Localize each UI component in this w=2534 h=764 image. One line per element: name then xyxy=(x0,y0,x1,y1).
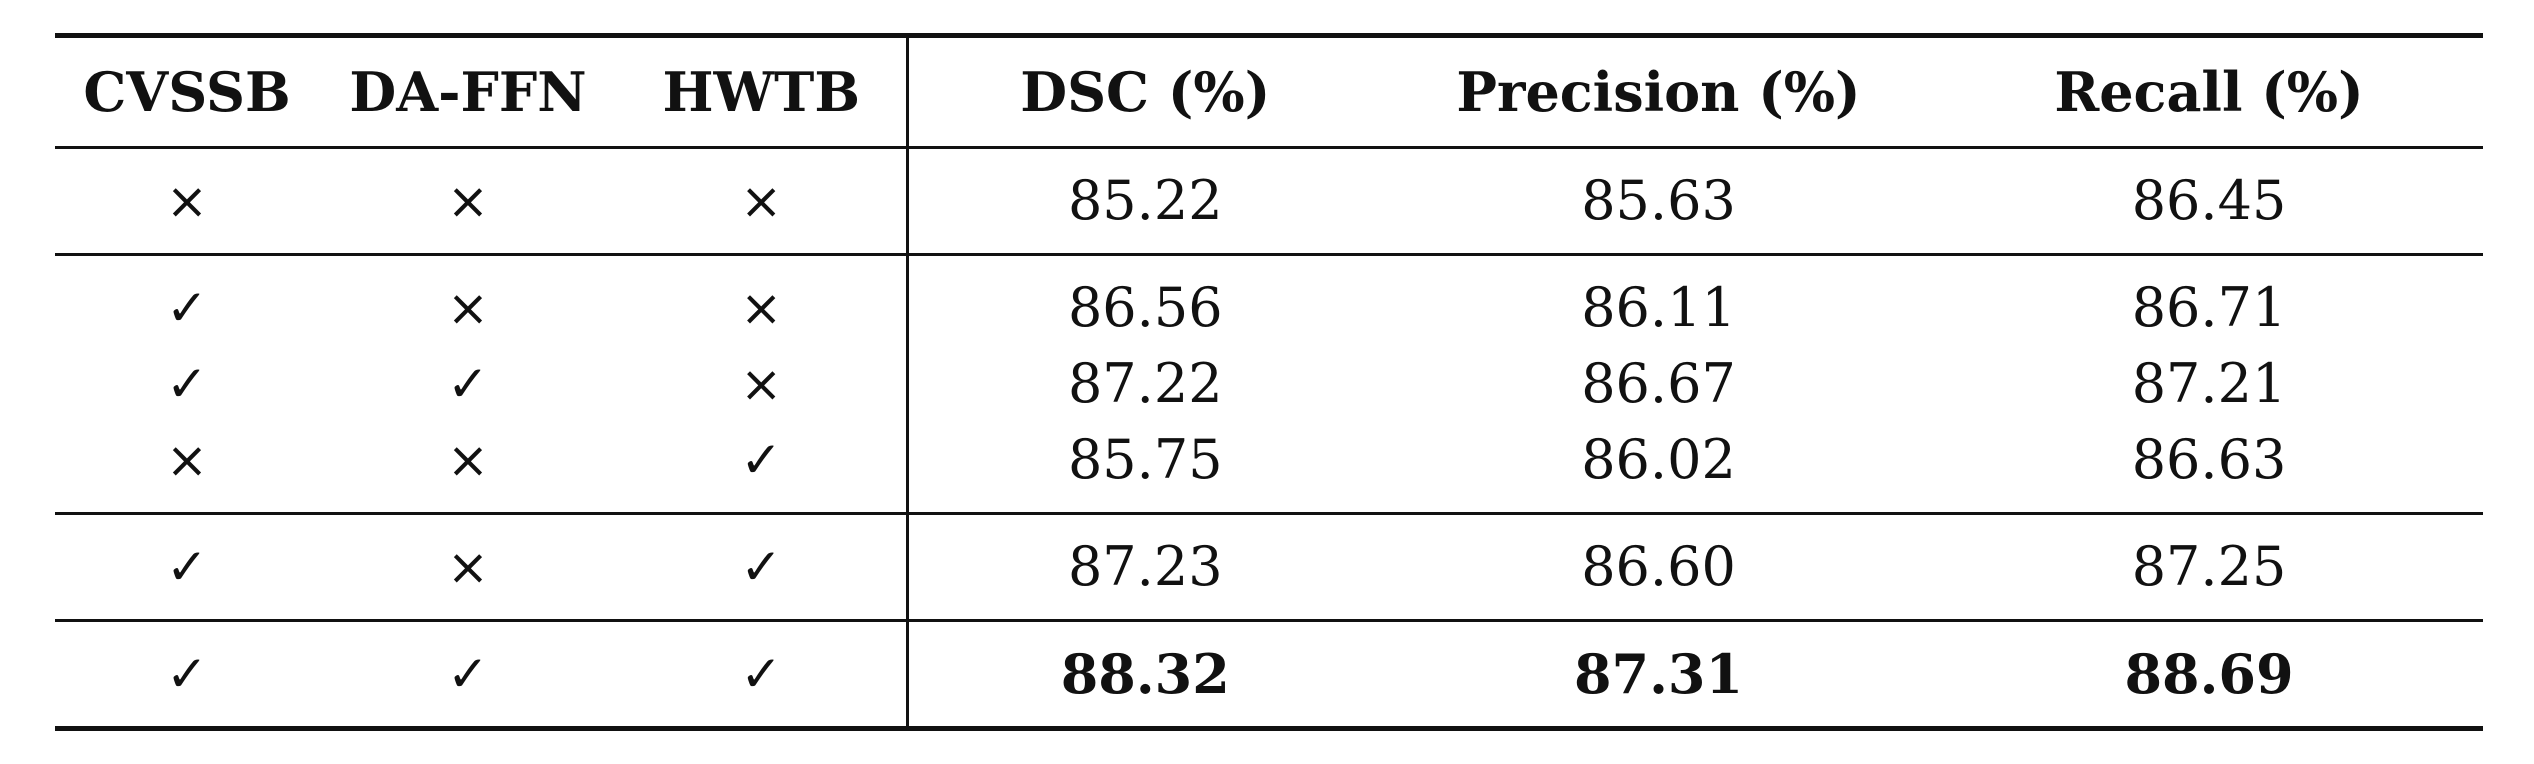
cell-precision: 86.02 xyxy=(1581,428,1736,491)
table-row: ✓ × × 86.56 86.11 86.71 xyxy=(55,253,2483,346)
cell-dsc: 87.23 xyxy=(907,512,1382,621)
cell-da-ffn: ✓ xyxy=(319,619,617,731)
cell-cvssb: ✓ xyxy=(55,619,319,731)
cell-precision: 85.63 xyxy=(1382,146,1935,255)
header-precision: Precision (%) xyxy=(1382,33,1935,149)
cell-cvssb: ✓ xyxy=(166,355,208,413)
header-dsc: DSC (%) xyxy=(907,33,1382,149)
cell-precision: 86.60 xyxy=(1382,512,1935,621)
cell-recall: 86.63 xyxy=(2131,428,2287,491)
header-da-ffn: DA-FFN xyxy=(319,33,617,149)
table-row: × × ✓ 85.75 86.02 86.63 xyxy=(55,422,2483,514)
cell-da-ffn: × xyxy=(319,512,617,621)
cell-dsc: 85.75 xyxy=(1067,428,1223,491)
cell-recall: 87.21 xyxy=(2131,352,2287,415)
cell-da-ffn: × xyxy=(319,146,617,255)
cell-hwtb: ✓ xyxy=(617,512,909,621)
cell-dsc: 85.22 xyxy=(907,146,1382,255)
cell-hwtb: ✓ xyxy=(617,619,909,731)
cell-hwtb: × xyxy=(617,346,909,422)
cell-cvssb: ✓ xyxy=(55,253,319,346)
cell-dsc-best: 88.32 xyxy=(907,619,1382,731)
table-row-best: ✓ ✓ ✓ 88.32 87.31 88.69 xyxy=(55,619,2483,731)
header-row: CVSSB DA-FFN HWTB DSC (%) Precision (%) … xyxy=(55,33,2483,149)
cell-hwtb: × xyxy=(617,146,909,255)
ablation-table: CVSSB DA-FFN HWTB DSC (%) Precision (%) … xyxy=(55,33,2483,731)
cell-recall: 86.45 xyxy=(1935,146,2483,255)
cell-recall: 86.71 xyxy=(1935,253,2483,346)
header-cvssb: CVSSB xyxy=(55,33,319,149)
ablation-table-container: CVSSB DA-FFN HWTB DSC (%) Precision (%) … xyxy=(55,33,2483,731)
header-recall: Recall (%) xyxy=(1935,33,2483,149)
cell-precision: 86.67 xyxy=(1581,352,1736,415)
cell-dsc: 86.56 xyxy=(907,253,1382,346)
cell-precision: 86.11 xyxy=(1382,253,1935,346)
cell-precision-best: 87.31 xyxy=(1382,619,1935,731)
table-row: × × × 85.22 85.63 86.45 xyxy=(55,146,2483,255)
cell-cvssb: × xyxy=(166,431,208,489)
cell-da-ffn: × xyxy=(447,431,489,489)
cell-recall: 87.25 xyxy=(1935,512,2483,621)
cell-recall-best: 88.69 xyxy=(1935,619,2483,731)
header-hwtb: HWTB xyxy=(617,33,909,149)
cell-dsc: 87.22 xyxy=(1067,352,1223,415)
cell-hwtb: × xyxy=(617,253,909,346)
cell-da-ffn: × xyxy=(319,253,617,346)
cell-cvssb: × xyxy=(55,146,319,255)
cell-cvssb: ✓ xyxy=(55,512,319,621)
table-row: ✓ × ✓ 87.23 86.60 87.25 xyxy=(55,512,2483,621)
cell-hwtb: ✓ xyxy=(617,422,909,514)
cell-da-ffn: ✓ xyxy=(447,355,489,413)
table-row: ✓ ✓ × 87.22 86.67 87.21 xyxy=(55,346,2483,422)
